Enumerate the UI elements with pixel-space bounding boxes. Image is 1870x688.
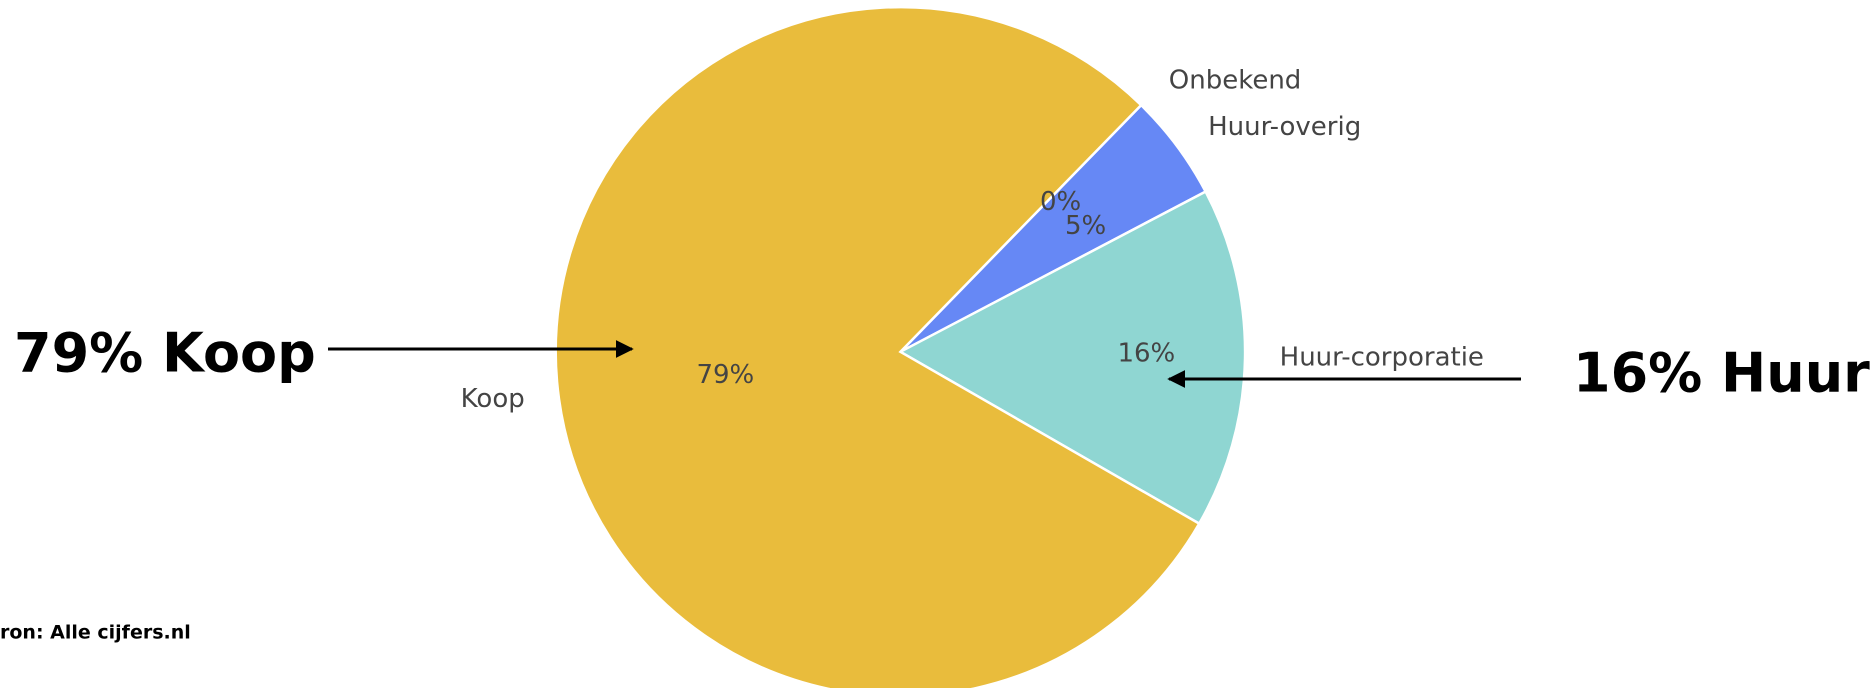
category-label: Huur-corporatie bbox=[1280, 342, 1484, 372]
value-label: 79% bbox=[696, 360, 754, 390]
category-label: Koop bbox=[461, 384, 525, 414]
pie-slice bbox=[554, 5, 1201, 688]
value-label: 5% bbox=[1065, 211, 1106, 241]
annotation: 79% Koop bbox=[14, 322, 316, 385]
annotation: 16% Huur bbox=[1573, 342, 1870, 405]
category-label: Huur-overig bbox=[1208, 112, 1361, 142]
category-label: Onbekend bbox=[1169, 66, 1302, 96]
source: ron: Alle cijfers.nl bbox=[0, 622, 191, 644]
value-label: 16% bbox=[1117, 339, 1175, 369]
pie-slice bbox=[897, 189, 1247, 526]
pie bbox=[554, 5, 1247, 688]
value-label: 0% bbox=[1040, 187, 1081, 217]
